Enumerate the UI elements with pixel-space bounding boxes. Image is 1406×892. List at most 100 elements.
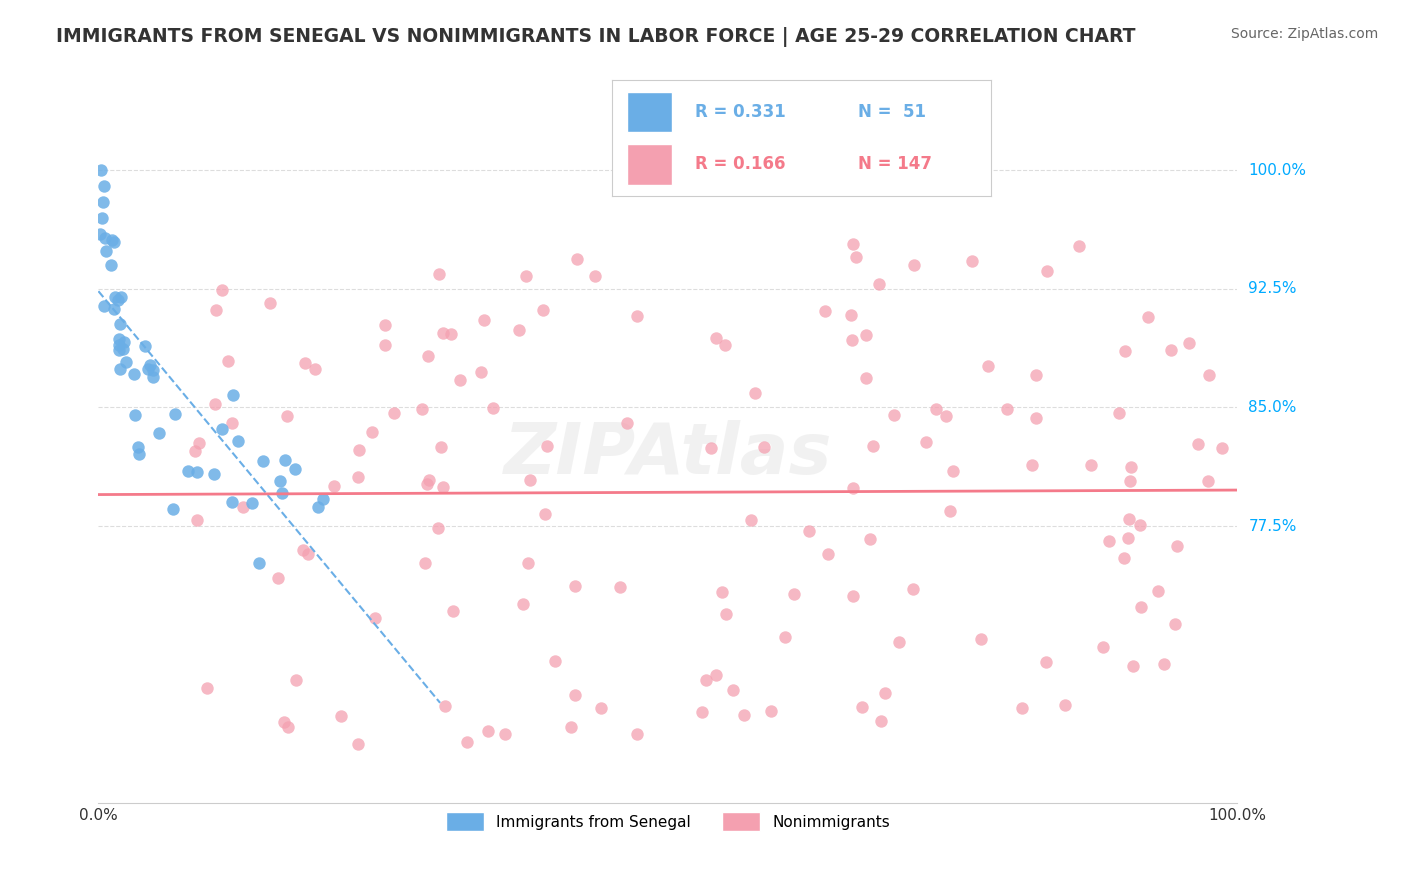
Point <box>583 268 606 283</box>
Point <box>797 524 820 539</box>
Point <box>1164 617 1187 632</box>
Point <box>1114 550 1136 565</box>
Point <box>107 332 129 346</box>
Text: N = 147: N = 147 <box>858 155 932 173</box>
Point <box>814 304 837 318</box>
Text: Source: ZipAtlas.com: Source: ZipAtlas.com <box>1230 27 1378 41</box>
Point <box>773 630 796 644</box>
Point <box>162 502 184 516</box>
Point <box>564 689 586 703</box>
Point <box>1011 701 1033 715</box>
Point <box>103 235 125 249</box>
Point <box>903 258 925 272</box>
Point <box>470 366 492 380</box>
Point <box>110 361 132 376</box>
Point <box>184 444 207 458</box>
Point <box>273 715 295 730</box>
Point <box>432 480 454 494</box>
Point <box>1198 368 1220 382</box>
Point <box>188 435 211 450</box>
Point <box>100 258 122 272</box>
Point <box>1160 343 1182 357</box>
Point <box>915 434 938 449</box>
Point <box>960 254 983 268</box>
Point <box>935 409 957 423</box>
Point <box>101 233 124 247</box>
Point <box>110 318 132 332</box>
Text: IMMIGRANTS FROM SENEGAL VS NONIMMIGRANTS IN LABOR FORCE | AGE 25-29 CORRELATION : IMMIGRANTS FROM SENEGAL VS NONIMMIGRANTS… <box>56 27 1136 46</box>
Point <box>297 547 319 561</box>
Point <box>1118 475 1140 489</box>
Bar <box>627 144 672 185</box>
Point <box>721 682 744 697</box>
Point <box>855 327 877 342</box>
Point <box>205 302 228 317</box>
Point <box>976 359 998 373</box>
Point <box>704 330 727 344</box>
Point <box>1091 640 1114 654</box>
Point <box>609 580 631 594</box>
Point <box>855 371 877 385</box>
Point <box>699 441 721 455</box>
Point <box>93 299 115 313</box>
Point <box>122 368 145 382</box>
Point <box>127 440 149 454</box>
Point <box>873 686 896 700</box>
Point <box>374 338 396 352</box>
Point <box>90 163 112 178</box>
Point <box>859 532 882 546</box>
Point <box>416 476 439 491</box>
Point <box>1080 458 1102 473</box>
Point <box>284 461 307 475</box>
Point <box>413 556 436 570</box>
Point <box>626 310 648 324</box>
Point <box>195 681 218 696</box>
Point <box>564 579 586 593</box>
Point <box>91 194 114 209</box>
Point <box>494 726 516 740</box>
Point <box>845 250 868 264</box>
Legend: Immigrants from Senegal, Nonimmigrants: Immigrants from Senegal, Nonimmigrants <box>440 806 896 837</box>
Point <box>692 706 714 720</box>
Text: 100.0%: 100.0% <box>1249 163 1306 178</box>
Point <box>567 252 589 266</box>
Point <box>221 416 243 430</box>
Point <box>94 244 117 259</box>
Point <box>186 465 208 479</box>
Bar <box>627 92 672 132</box>
Point <box>107 293 129 307</box>
Point <box>374 318 396 333</box>
Point <box>1211 442 1233 456</box>
Point <box>284 673 307 688</box>
Point <box>1025 410 1047 425</box>
Point <box>1035 264 1057 278</box>
Point <box>204 397 226 411</box>
Point <box>1108 406 1130 420</box>
Point <box>148 425 170 440</box>
Point <box>1137 310 1160 325</box>
Point <box>93 179 115 194</box>
Point <box>427 267 450 281</box>
Point <box>434 698 457 713</box>
Point <box>124 409 146 423</box>
Point <box>517 556 540 570</box>
Point <box>347 442 370 457</box>
Point <box>347 737 370 751</box>
Point <box>382 406 405 420</box>
Point <box>1122 658 1144 673</box>
Point <box>91 211 114 225</box>
Text: N =  51: N = 51 <box>858 103 927 120</box>
Point <box>456 735 478 749</box>
Point <box>294 356 316 370</box>
Point <box>211 422 233 436</box>
Point <box>1118 531 1140 545</box>
Point <box>1025 368 1047 382</box>
Point <box>704 667 727 681</box>
Point <box>560 720 582 734</box>
Point <box>1166 539 1188 553</box>
Point <box>142 362 165 376</box>
Point <box>418 349 440 363</box>
Point <box>429 440 451 454</box>
Point <box>591 701 613 715</box>
Point <box>862 439 884 453</box>
